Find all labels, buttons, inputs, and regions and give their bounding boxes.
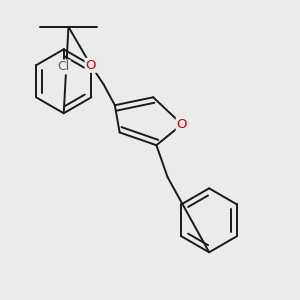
Text: O: O <box>85 59 96 72</box>
Text: O: O <box>177 118 187 131</box>
Text: Cl: Cl <box>58 60 70 74</box>
